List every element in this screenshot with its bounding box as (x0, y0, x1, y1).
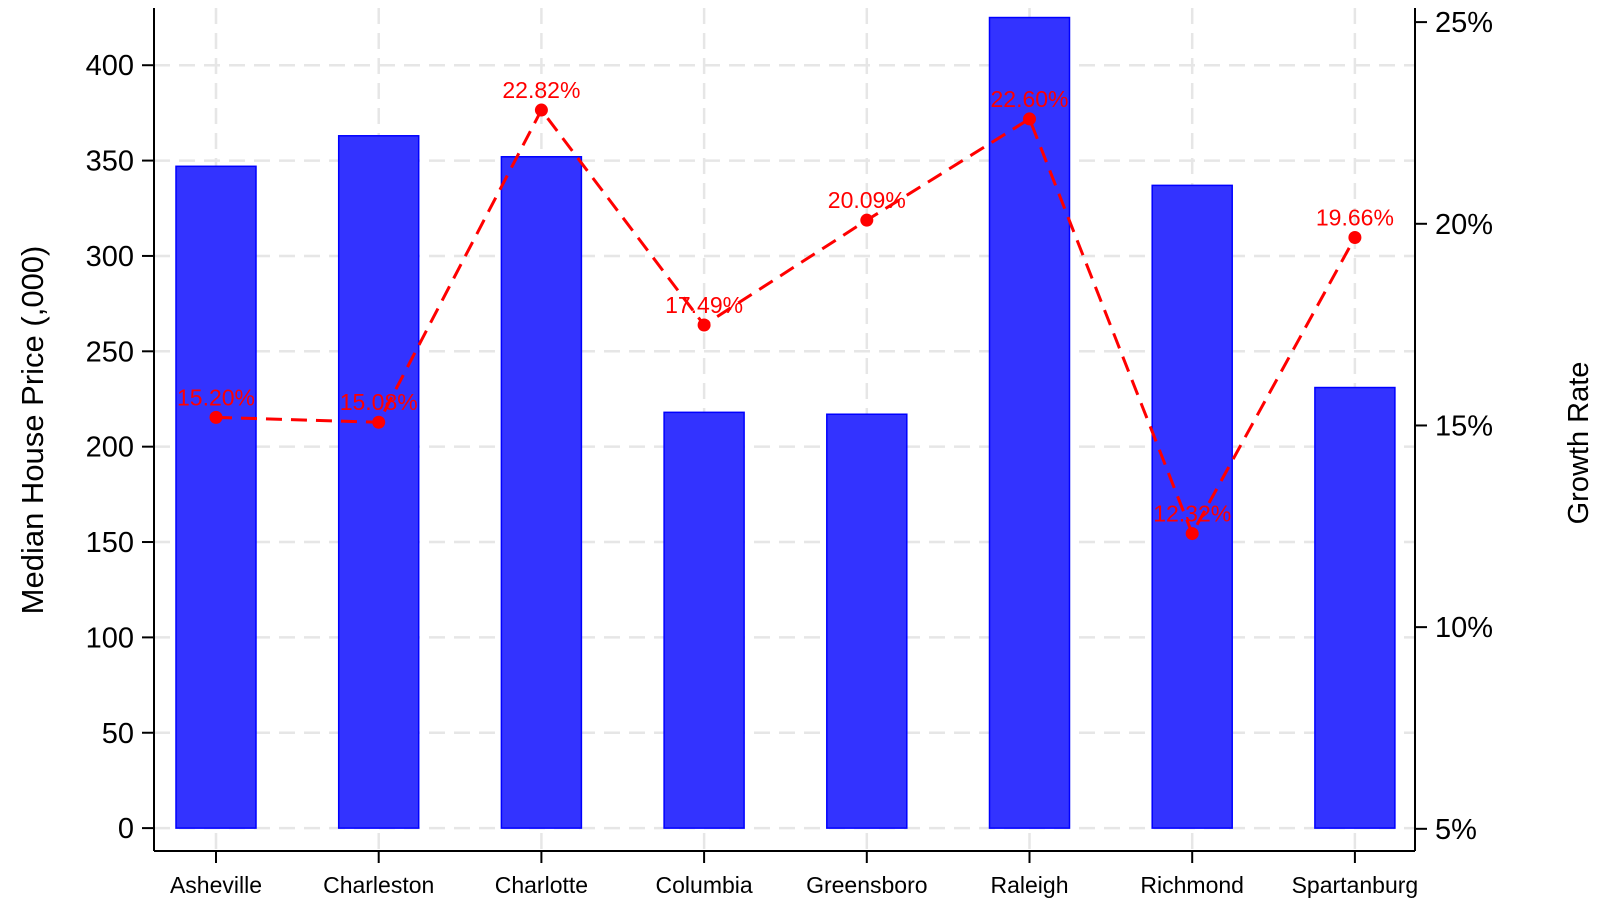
growth-rate-data-label: 12.32% (1153, 501, 1231, 527)
y-right-tick-label: 15% (1435, 410, 1493, 442)
growth-rate-data-label: 15.08% (340, 389, 418, 415)
growth-rate-data-label: 15.20% (177, 384, 255, 410)
bar-series (175, 16, 1396, 829)
y-left-tick-label: 150 (86, 527, 134, 559)
x-tick-label: Charlotte (495, 872, 588, 898)
y-left-tick-label: 250 (86, 336, 134, 368)
x-tick-label: Asheville (170, 872, 262, 898)
x-tick-label: Charleston (323, 872, 434, 898)
y-right-tick-label: 10% (1435, 612, 1493, 644)
y-right-tick-label: 25% (1435, 7, 1493, 39)
x-tick-label: Columbia (656, 872, 753, 898)
growth-rate-marker (1185, 527, 1199, 541)
growth-rate-series (209, 103, 1362, 541)
growth-rate-data-label: 17.49% (665, 292, 743, 318)
y-right-tick-label: 20% (1435, 209, 1493, 241)
x-tick-label: Spartanburg (1292, 872, 1419, 898)
bar (1314, 386, 1396, 829)
growth-rate-marker (209, 410, 223, 424)
bar (988, 16, 1071, 829)
bar (175, 165, 257, 829)
growth-rate-data-label: 22.60% (990, 86, 1068, 112)
bar (826, 413, 908, 829)
growth-rate-line (215, 108, 1357, 536)
growth-rate-marker (860, 213, 874, 227)
axes: 0 50 100 150 200 250 300 350 400 5% 10% 15% 20% 25% As… (86, 7, 1493, 898)
y-left-tick-label: 50 (102, 718, 134, 750)
y-axis-right-title: Growth Rate (1563, 362, 1595, 525)
x-tick-label: Richmond (1140, 872, 1244, 898)
y-left-tick-label: 100 (86, 622, 134, 654)
bar (1151, 184, 1233, 829)
growth-rate-data-label: 22.82% (502, 77, 580, 103)
y-left-tick-label: 0 (118, 813, 134, 845)
growth-rate-marker (697, 318, 711, 332)
growth-rate-marker (1348, 231, 1362, 245)
data-labels: 15.20% 15.08% 22.82% 17.49% 20.09% 22.60% 12.3… (177, 77, 1394, 527)
bar (337, 135, 420, 829)
y-left-tick-label: 400 (86, 50, 134, 82)
growth-rate-data-label: 19.66% (1316, 205, 1394, 231)
y-left-tick-label: 200 (86, 432, 134, 464)
x-tick-label: Greensboro (806, 872, 927, 898)
x-tick-label: Raleigh (991, 872, 1069, 898)
bar (500, 156, 583, 829)
growth-rate-marker (1023, 112, 1036, 126)
y-right-tick-label: 5% (1435, 814, 1477, 846)
y-left-tick-label: 350 (86, 146, 134, 178)
y-left-tick-label: 300 (86, 241, 134, 273)
y-axis-left-title: Median House Price (,000) (15, 246, 50, 615)
growth-rate-marker (534, 103, 548, 117)
growth-rate-data-label: 20.09% (828, 187, 906, 213)
bar (663, 411, 745, 829)
growth-rate-marker (372, 415, 386, 429)
